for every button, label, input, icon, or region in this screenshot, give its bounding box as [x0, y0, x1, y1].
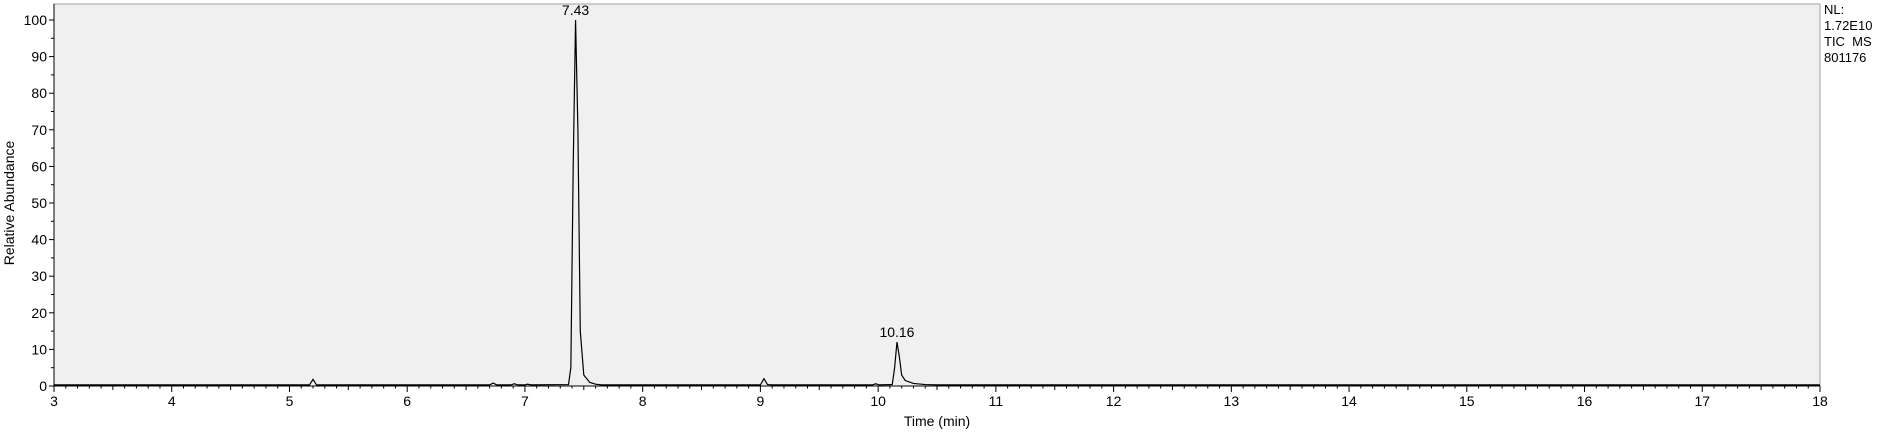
y-tick-label: 80: [31, 85, 47, 101]
y-tick-label: 20: [31, 305, 47, 321]
x-tick-label: 14: [1341, 393, 1357, 409]
x-tick-label: 6: [403, 393, 411, 409]
y-tick-label: 50: [31, 195, 47, 211]
tic-trace: [54, 19, 1820, 386]
peak-label: 10.16: [879, 324, 914, 340]
y-tick-label: 90: [31, 49, 47, 65]
x-tick-label: 3: [50, 393, 58, 409]
x-tick-label: 15: [1459, 393, 1475, 409]
x-tick-label: 7: [521, 393, 529, 409]
y-tick-label: 30: [31, 268, 47, 284]
info-line: 1.72E10: [1824, 18, 1873, 33]
x-tick-label: 13: [1224, 393, 1240, 409]
normalization-info: NL: 1.72E10 TIC MS 801176: [1824, 2, 1872, 66]
y-tick-label: 0: [39, 378, 47, 394]
y-axis: 0 10 20 30 40 50 60 70 80 90 100: [24, 4, 55, 394]
x-axis: 3 4 5 6 7 8 9 10 11 12 13 14 15 16 17 18: [50, 385, 1828, 409]
y-axis-title: Relative Abundance: [1, 141, 17, 266]
x-tick-label: 4: [168, 393, 176, 409]
x-tick-label: 18: [1812, 393, 1828, 409]
y-tick-label: 60: [31, 158, 47, 174]
x-tick-label: 16: [1577, 393, 1593, 409]
info-line: NL:: [1824, 2, 1845, 17]
plot-area: [53, 3, 1821, 387]
x-tick-label: 11: [989, 393, 1004, 409]
info-line: 801176: [1824, 50, 1867, 65]
x-tick-label: 10: [870, 393, 886, 409]
info-line: TIC MS: [1824, 34, 1872, 49]
x-tick-label: 5: [286, 393, 294, 409]
x-tick-label: 9: [757, 393, 765, 409]
x-tick-label: 12: [1106, 393, 1122, 409]
x-axis-title: Time (min): [904, 413, 970, 429]
peak-labels: 7.43 10.16: [562, 2, 915, 340]
x-tick-label: 17: [1694, 393, 1710, 409]
y-tick-label: 100: [24, 12, 48, 28]
y-tick-label: 10: [31, 341, 47, 357]
x-tick-label: 8: [639, 393, 647, 409]
y-tick-label: 40: [31, 232, 47, 248]
y-tick-label: 70: [31, 122, 47, 138]
peak-label: 7.43: [562, 2, 589, 18]
